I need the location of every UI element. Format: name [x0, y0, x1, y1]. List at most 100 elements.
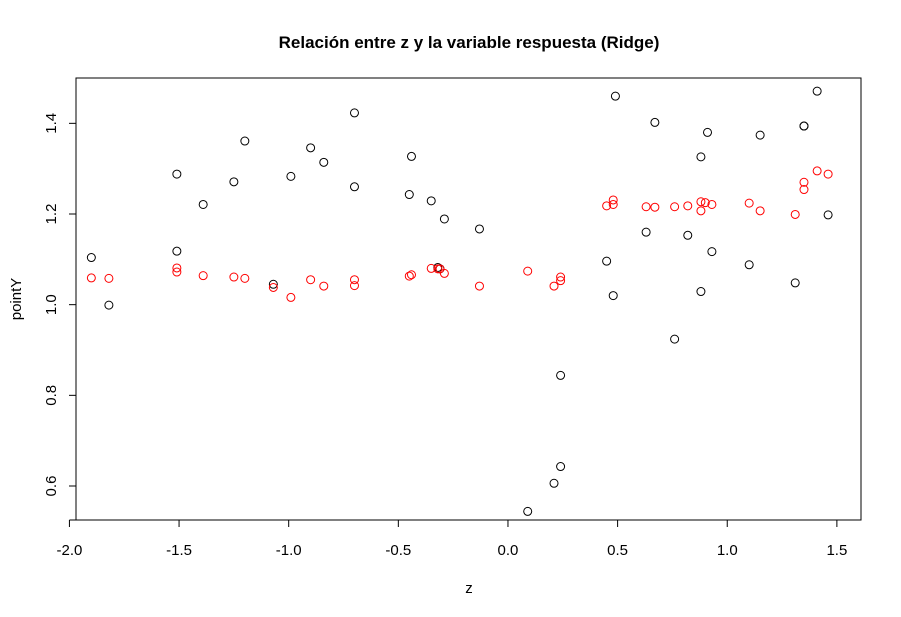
observed-point	[404, 190, 414, 200]
observed-point	[426, 196, 436, 206]
observed-point	[707, 247, 717, 257]
chart-title: Relación entre z y la variable respuesta…	[279, 33, 660, 52]
observed-point	[349, 182, 359, 192]
predicted-point	[556, 276, 566, 286]
observed-point	[696, 152, 706, 162]
predicted-point	[229, 272, 239, 282]
predicted-point	[349, 281, 359, 291]
observed-point	[823, 210, 833, 220]
observed-point	[439, 214, 449, 224]
observed-point	[670, 334, 680, 344]
observed-point	[229, 177, 239, 187]
y-tick-label: 1.2	[43, 204, 60, 225]
observed-point	[86, 253, 96, 263]
x-axis: -2.0 -1.5 -1.0 -0.5 0.0 0.5 1.0 1.5	[56, 519, 847, 559]
observed-point	[406, 151, 416, 161]
x-tick-label: -1.0	[276, 542, 302, 559]
predicted-point	[707, 199, 717, 209]
observed-point	[602, 256, 612, 266]
predicted-point	[349, 275, 359, 285]
predicted-point	[198, 271, 208, 281]
predicted-point	[474, 281, 484, 291]
observed-point	[556, 462, 566, 472]
predicted-point	[608, 199, 618, 209]
predicted-point	[696, 197, 706, 207]
predicted-point	[86, 273, 96, 283]
predicted-point	[670, 202, 680, 212]
observed-point	[306, 143, 316, 153]
observed-point	[240, 136, 250, 146]
predicted-point	[406, 270, 416, 280]
y-tick-label: 1.4	[43, 113, 60, 134]
data-points	[86, 86, 833, 516]
observed-point	[608, 291, 618, 301]
predicted-point	[240, 273, 250, 283]
predicted-point	[608, 195, 618, 205]
x-axis-label: z	[465, 580, 473, 597]
predicted-point	[286, 292, 296, 302]
observed-point	[799, 121, 809, 131]
y-tick-label: 1.0	[43, 294, 60, 315]
predicted-point	[268, 282, 278, 292]
predicted-point	[799, 177, 809, 187]
observed-point	[523, 506, 533, 516]
predicted-point	[641, 202, 651, 212]
observed-point	[556, 370, 566, 380]
predicted-point	[812, 166, 822, 176]
predicted-point	[799, 185, 809, 195]
predicted-point	[319, 281, 329, 291]
observed-point	[104, 300, 114, 310]
x-tick-label: 1.5	[826, 542, 847, 559]
observed-point	[755, 130, 765, 140]
predicted-point	[650, 202, 660, 212]
x-tick-label: 0.0	[498, 542, 519, 559]
x-tick-label: -1.5	[166, 542, 192, 559]
observed-point	[790, 278, 800, 288]
observed-point	[268, 279, 278, 289]
observed-point	[172, 169, 182, 179]
y-axis: 0.6 0.8 1.0 1.2 1.4	[43, 113, 77, 497]
x-tick-label: 0.5	[607, 542, 628, 559]
predicted-point	[549, 281, 559, 291]
predicted-point	[823, 169, 833, 179]
observed-point	[696, 287, 706, 297]
predicted-point	[404, 271, 414, 281]
predicted-point	[306, 275, 316, 285]
predicted-point	[683, 201, 693, 211]
predicted-point	[426, 263, 436, 273]
predicted-point	[439, 268, 449, 278]
observed-point	[198, 199, 208, 209]
predicted-point	[790, 209, 800, 219]
observed-point	[172, 246, 182, 256]
predicted-point	[744, 198, 754, 208]
y-tick-label: 0.6	[43, 476, 60, 497]
predicted-point	[556, 272, 566, 282]
predicted-point	[700, 198, 710, 208]
observed-point	[549, 478, 559, 488]
predicted-point	[433, 264, 443, 274]
y-axis-label: pointY	[8, 278, 25, 321]
predicted-point	[602, 201, 612, 211]
observed-point	[286, 171, 296, 181]
observed-point	[349, 108, 359, 118]
x-tick-label: 1.0	[717, 542, 738, 559]
observed-point	[641, 227, 651, 237]
predicted-point	[172, 263, 182, 273]
observed-point	[703, 127, 713, 137]
observed-point	[610, 91, 620, 101]
predicted-point	[523, 266, 533, 276]
y-tick-label: 0.8	[43, 385, 60, 406]
observed-point	[474, 224, 484, 234]
observed-point	[319, 157, 329, 167]
observed-point	[683, 230, 693, 240]
x-tick-label: -0.5	[385, 542, 411, 559]
x-tick-label: -2.0	[56, 542, 82, 559]
predicted-point	[104, 273, 114, 283]
observed-point	[744, 260, 754, 270]
observed-point	[812, 86, 822, 96]
predicted-point	[755, 206, 765, 216]
predicted-point	[696, 206, 706, 216]
predicted-point	[172, 267, 182, 277]
